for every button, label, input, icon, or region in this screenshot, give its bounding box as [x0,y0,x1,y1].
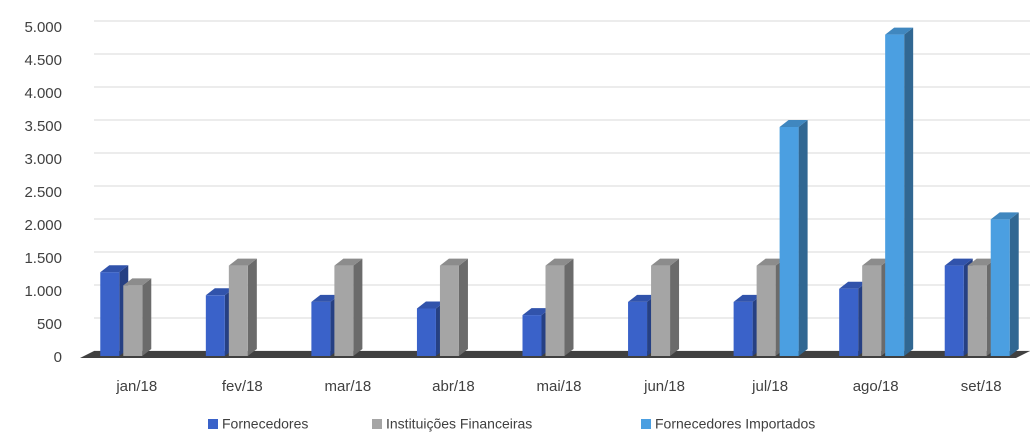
legend-label: Instituições Financeiras [386,416,532,432]
bar-top [100,265,129,273]
bar-top [545,258,574,266]
y-tick-label: 2.500 [24,184,62,201]
bar [439,265,459,356]
bar-side [247,258,257,356]
bar [334,265,354,356]
bar-side [798,120,808,356]
bar [990,219,1010,356]
bar [205,295,225,356]
bar-side [353,258,363,356]
bar [779,127,799,356]
legend-swatch [372,419,382,429]
bar-top [839,281,868,289]
legend-swatch [641,419,651,429]
bar [839,288,859,356]
bar [416,308,436,356]
x-tick-label: set/18 [961,378,1002,395]
y-tick-label: 2.000 [24,217,62,234]
bar-side [142,278,152,356]
bar [522,315,542,356]
bar [967,265,987,356]
bar-top [628,294,657,302]
bar [228,265,248,356]
legend-swatch [208,419,218,429]
bar-top [522,308,551,316]
y-tick-label: 3.500 [24,118,62,135]
legend-label: Fornecedores [222,416,308,432]
bar-top [334,258,363,266]
bar-top [779,120,808,127]
bar-top [944,258,973,266]
bar [311,301,331,356]
bar-side [564,258,574,356]
y-tick-label: 4.000 [24,85,62,102]
x-tick-label: abr/18 [432,378,475,395]
bar [733,301,753,356]
bar-top [205,288,234,296]
x-tick-label: jul/18 [751,378,788,395]
legend-label: Fornecedores Importados [655,416,815,432]
bar-top [416,301,445,309]
x-tick-label: jan/18 [115,378,157,395]
y-tick-label: 500 [37,316,62,333]
x-tick-label: fev/18 [222,378,263,395]
bar-top [311,294,340,302]
bar-top [439,258,468,266]
bar [545,265,565,356]
bar-side [1009,212,1019,356]
bar [862,265,882,356]
y-tick-label: 1.000 [24,283,62,300]
bar-top [885,27,914,35]
bar [100,272,120,356]
bar [123,285,143,356]
x-tick-label: mar/18 [325,378,372,395]
y-tick-label: 0 [54,349,62,366]
bar-top [123,278,152,286]
bar [651,265,671,356]
x-tick-label: jun/18 [643,378,685,395]
bar-top [990,212,1019,220]
y-tick-label: 5.000 [24,19,62,36]
bar [756,265,776,356]
y-tick-label: 4.500 [24,52,62,69]
bar [944,265,964,356]
bar [885,34,905,356]
x-tick-label: mai/18 [536,378,581,395]
bar-side [670,258,680,356]
bar-top [967,258,996,266]
y-tick-label: 1.500 [24,250,62,267]
bar-side [904,27,914,356]
bar-top [756,258,785,266]
bar-side [458,258,468,356]
y-tick-label: 3.000 [24,151,62,168]
bar-top [651,258,680,266]
bar [628,301,648,356]
bar-top [862,258,891,266]
bar-top [733,294,762,302]
x-tick-label: ago/18 [853,378,899,395]
bar-top [228,258,257,266]
